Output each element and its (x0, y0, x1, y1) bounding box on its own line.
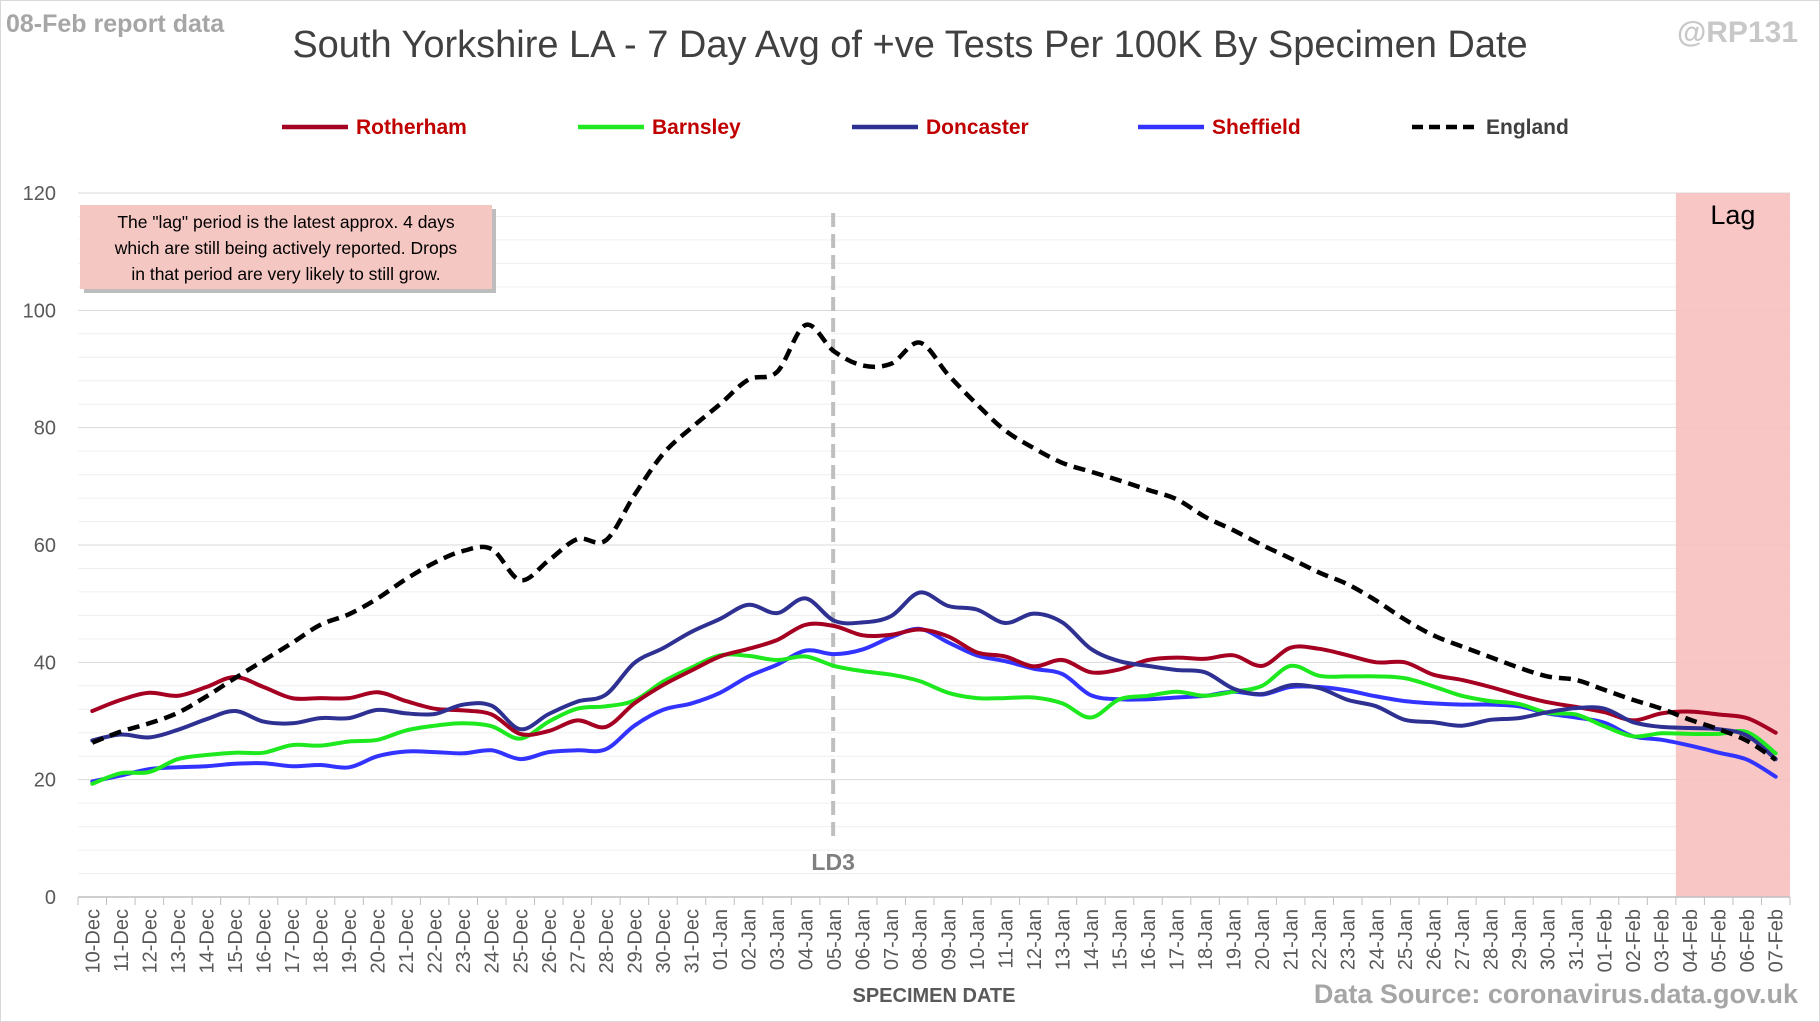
series-line-doncaster (90, 590, 1778, 762)
x-tick-label: 12-Jan (1024, 909, 1046, 970)
x-tick-label: 27-Dec (567, 909, 589, 973)
y-tick-label: 40 (34, 652, 56, 674)
x-tick-label: 04-Feb (1680, 909, 1702, 972)
x-tick-label: 26-Jan (1423, 909, 1445, 970)
x-tick-label: 02-Feb (1623, 909, 1645, 972)
x-tick-label: 25-Dec (510, 909, 532, 973)
x-tick-label: 21-Jan (1281, 909, 1303, 970)
x-tick-label: 12-Dec (139, 909, 161, 973)
x-tick-label: 14-Jan (1081, 909, 1103, 970)
x-tick-label: 18-Dec (311, 909, 333, 973)
data-source: Data Source: coronavirus.data.gov.uk (1313, 979, 1798, 1009)
x-tick-label: 15-Dec (225, 909, 247, 973)
x-tick-label: 28-Jan (1480, 909, 1502, 970)
x-tick-label: 03-Jan (767, 909, 789, 970)
x-tick-label: 06-Feb (1737, 909, 1759, 972)
x-tick-label: 24-Jan (1366, 909, 1388, 970)
x-tick-label: 17-Dec (282, 909, 304, 973)
x-axis-title: SPECIMEN DATE (853, 985, 1016, 1007)
x-tick-label: 25-Jan (1395, 909, 1417, 970)
x-tick-label: 15-Jan (1109, 909, 1131, 970)
x-tick-label: 14-Dec (196, 909, 218, 973)
x-tick-label: 07-Jan (881, 909, 903, 970)
x-tick-label: 31-Jan (1566, 909, 1588, 970)
x-tick-label: 18-Jan (1195, 909, 1217, 970)
x-tick-label: 11-Jan (995, 909, 1017, 969)
note-line: The "lag" period is the latest approx. 4… (117, 212, 455, 232)
series-line-sheffield (90, 626, 1778, 784)
series-line-barnsley (90, 652, 1778, 786)
x-tick-label: 07-Feb (1766, 909, 1788, 972)
series-line-england (91, 322, 1777, 762)
lag-label: Lag (1710, 200, 1755, 230)
x-tick-label: 02-Jan (739, 909, 761, 970)
x-tick-label: 23-Jan (1338, 909, 1360, 970)
x-tick-label: 04-Jan (796, 909, 818, 970)
x-tick-label: 16-Jan (1138, 909, 1160, 970)
x-tick-label: 01-Feb (1595, 909, 1617, 972)
lag-band (1675, 193, 1790, 897)
x-tick-label: 13-Dec (168, 909, 190, 973)
x-tick-label: 16-Dec (253, 909, 275, 973)
x-tick-label: 20-Dec (368, 909, 390, 973)
note-line: in that period are very likely to still … (131, 264, 440, 284)
x-tick-label: 11-Dec (111, 909, 133, 972)
x-tick-label: 29-Dec (624, 909, 646, 973)
x-tick-label: 26-Dec (539, 909, 561, 973)
x-tick-label: 03-Feb (1652, 909, 1674, 972)
x-tick-label: 13-Jan (1052, 909, 1074, 970)
y-tick-label: 0 (45, 887, 56, 909)
note-line: which are still being actively reported.… (114, 238, 458, 258)
y-tick-label: 60 (34, 535, 56, 557)
y-tick-label: 100 (23, 300, 56, 322)
x-tick-label: 24-Dec (482, 909, 504, 973)
ld3-label: LD3 (811, 849, 854, 875)
x-tick-label: 06-Jan (853, 909, 875, 970)
y-tick-label: 120 (23, 183, 56, 205)
x-tick-label: 17-Jan (1167, 909, 1189, 970)
x-tick-label: 28-Dec (596, 909, 618, 973)
y-tick-label: 20 (34, 770, 56, 792)
x-tick-label: 01-Jan (710, 909, 732, 970)
x-tick-label: 19-Jan (1224, 909, 1246, 970)
series-line-rotherham (90, 621, 1778, 737)
x-tick-label: 08-Jan (910, 909, 932, 970)
x-tick-label: 29-Jan (1509, 909, 1531, 970)
x-tick-label: 21-Dec (396, 909, 418, 973)
legend-label-doncaster: Doncaster (926, 116, 1029, 139)
report-date-label: 08-Feb report data (6, 10, 225, 38)
x-tick-label: 10-Dec (82, 909, 104, 973)
legend-label-sheffield: Sheffield (1212, 116, 1301, 139)
chart-title: South Yorkshire LA - 7 Day Avg of +ve Te… (292, 24, 1528, 66)
x-tick-label: 23-Dec (453, 909, 475, 973)
x-tick-label: 20-Jan (1252, 909, 1274, 970)
x-tick-label: 05-Jan (824, 909, 846, 970)
x-tick-label: 19-Dec (339, 909, 361, 973)
x-tick-label: 10-Jan (967, 909, 989, 970)
x-tick-label: 09-Jan (938, 909, 960, 970)
x-tick-label: 22-Dec (425, 909, 447, 973)
x-tick-label: 31-Dec (681, 909, 703, 973)
x-tick-label: 27-Jan (1452, 909, 1474, 970)
x-tick-label: 30-Dec (653, 909, 675, 973)
author-handle: @RP131 (1677, 16, 1798, 49)
legend-label-barnsley: Barnsley (652, 116, 741, 139)
legend-label-rotherham: Rotherham (356, 116, 467, 139)
note-box (80, 205, 492, 289)
y-tick-label: 80 (34, 418, 56, 440)
x-tick-label: 05-Feb (1709, 909, 1731, 972)
x-tick-label: 22-Jan (1309, 909, 1331, 970)
legend-label-england: England (1486, 116, 1569, 139)
x-tick-label: 30-Jan (1537, 909, 1559, 970)
